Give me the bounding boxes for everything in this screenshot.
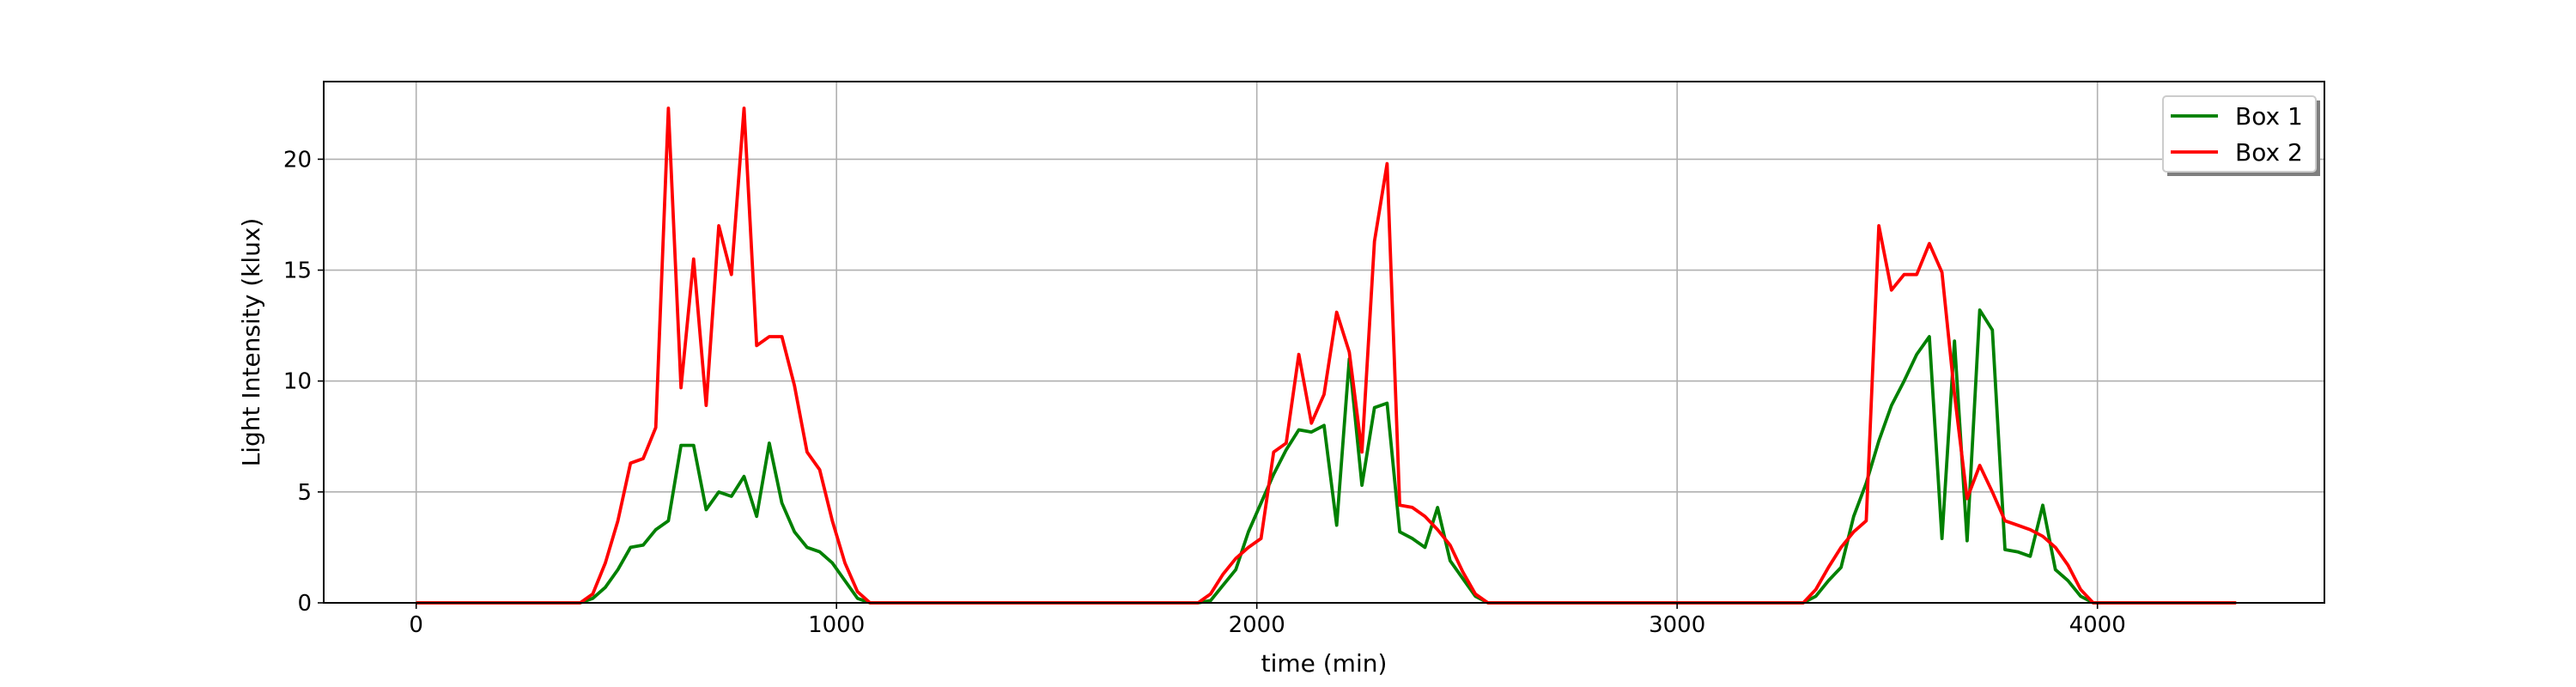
y-tick-label: 10 — [283, 369, 312, 395]
legend: Box 1 Box 2 — [2162, 95, 2320, 176]
y-tick-label: 15 — [283, 258, 312, 284]
legend-entries: Box 1 Box 2 — [2171, 102, 2303, 167]
x-tick-label: 0 — [409, 612, 423, 638]
legend-label-2: Box 2 — [2235, 138, 2303, 167]
x-tick-label: 1000 — [808, 612, 865, 638]
y-tick-label: 0 — [297, 591, 312, 617]
y-tick-label: 20 — [283, 147, 312, 173]
y-axis-label: Light Intensity (klux) — [237, 218, 265, 467]
series-line-2 — [416, 106, 2237, 605]
plot-frame — [323, 81, 2325, 604]
x-tick-label: 4000 — [2069, 612, 2126, 638]
x-tick-label: 3000 — [1649, 612, 1705, 638]
legend-label-1: Box 1 — [2235, 102, 2303, 131]
ticks: 0 1000 2000 3000 4000 0 5 10 15 20 — [283, 147, 2126, 638]
x-tick-label: 2000 — [1229, 612, 1285, 638]
series-group — [416, 106, 2237, 605]
x-axis-label: time (min) — [1261, 649, 1388, 678]
y-tick-label: 5 — [297, 480, 312, 506]
